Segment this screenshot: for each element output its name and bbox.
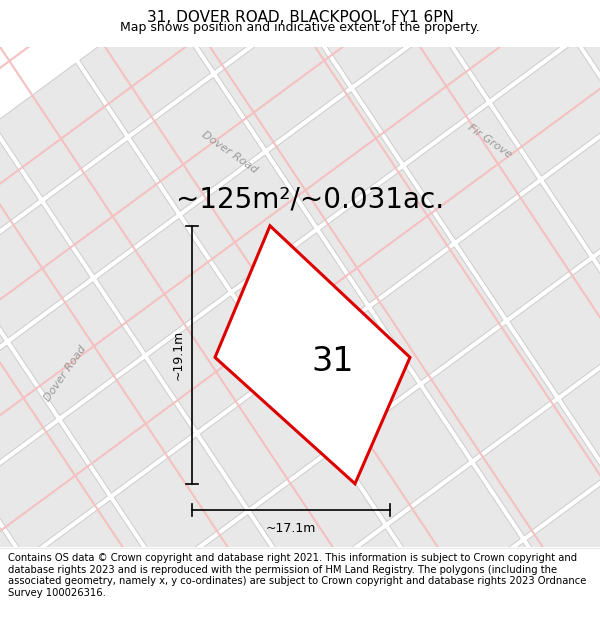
Polygon shape	[441, 0, 572, 99]
Polygon shape	[389, 466, 520, 599]
Polygon shape	[28, 501, 159, 625]
Text: ~125m²/~0.031ac.: ~125m²/~0.031ac.	[176, 186, 444, 214]
Text: ~17.1m: ~17.1m	[266, 522, 316, 536]
Polygon shape	[62, 359, 193, 493]
Text: Dover Road: Dover Road	[200, 129, 260, 175]
Polygon shape	[114, 437, 245, 571]
Polygon shape	[0, 345, 56, 479]
Text: Map shows position and indicative extent of the property.: Map shows position and indicative extent…	[120, 21, 480, 34]
Polygon shape	[0, 268, 4, 401]
Polygon shape	[0, 63, 124, 197]
Polygon shape	[11, 282, 142, 416]
Polygon shape	[235, 232, 365, 366]
Polygon shape	[97, 219, 228, 352]
Polygon shape	[149, 296, 280, 430]
Polygon shape	[320, 169, 451, 303]
Polygon shape	[544, 120, 600, 254]
Polygon shape	[476, 402, 600, 536]
Polygon shape	[200, 374, 331, 508]
Polygon shape	[493, 42, 600, 176]
Text: ~19.1m: ~19.1m	[172, 329, 185, 380]
Polygon shape	[562, 339, 600, 472]
Polygon shape	[338, 388, 469, 521]
Polygon shape	[46, 141, 176, 274]
Polygon shape	[424, 324, 554, 458]
Polygon shape	[0, 564, 73, 625]
Polygon shape	[510, 261, 600, 395]
Polygon shape	[215, 226, 410, 484]
Polygon shape	[304, 0, 434, 84]
Polygon shape	[0, 423, 107, 556]
Polygon shape	[0, 486, 21, 620]
Polygon shape	[0, 204, 90, 338]
Polygon shape	[441, 543, 572, 625]
Polygon shape	[304, 529, 434, 625]
Polygon shape	[183, 155, 314, 289]
Polygon shape	[579, 0, 600, 112]
Polygon shape	[286, 310, 417, 444]
Polygon shape	[252, 451, 383, 585]
Polygon shape	[217, 14, 348, 148]
Text: Dover Road: Dover Road	[42, 344, 88, 403]
Text: Contains OS data © Crown copyright and database right 2021. This information is : Contains OS data © Crown copyright and d…	[8, 553, 586, 598]
Polygon shape	[579, 558, 600, 625]
Polygon shape	[527, 480, 600, 613]
Polygon shape	[80, 0, 211, 134]
Polygon shape	[407, 106, 538, 239]
Polygon shape	[166, 514, 296, 625]
Text: Fir Grove: Fir Grove	[466, 123, 514, 161]
Polygon shape	[355, 28, 486, 162]
Polygon shape	[458, 184, 589, 317]
Polygon shape	[0, 127, 38, 261]
Polygon shape	[372, 247, 503, 381]
Text: 31, DOVER ROAD, BLACKPOOL, FY1 6PN: 31, DOVER ROAD, BLACKPOOL, FY1 6PN	[146, 10, 454, 25]
Polygon shape	[131, 78, 262, 211]
Polygon shape	[269, 92, 400, 226]
Polygon shape	[166, 0, 296, 70]
Polygon shape	[596, 198, 600, 331]
Polygon shape	[527, 0, 600, 35]
Text: 31: 31	[311, 345, 354, 378]
